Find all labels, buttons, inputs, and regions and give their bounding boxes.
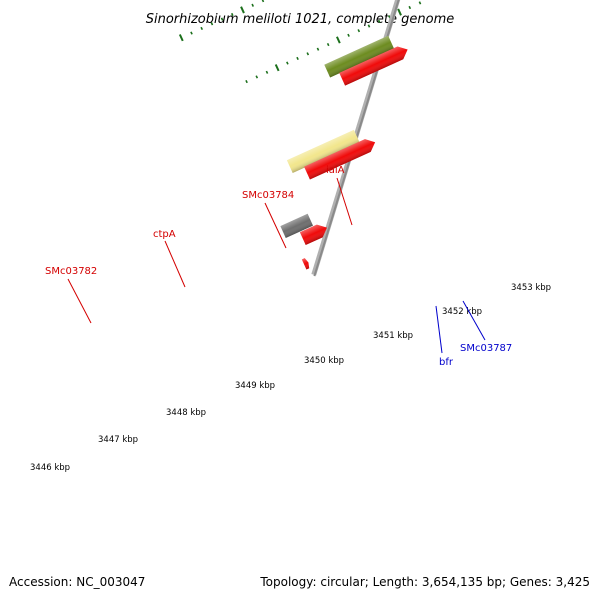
minor-tick [347,33,350,37]
cds-arrow-shading [339,46,408,86]
scale-label: 3446 kbp [30,463,70,473]
gene-label[interactable]: bfr [439,357,454,368]
gene-label[interactable]: SMc03787 [460,343,512,354]
label-leader-line [435,305,443,354]
minor-tick [306,52,310,56]
minor-tick [357,29,361,33]
minor-tick [230,12,234,17]
genome-backbone [311,0,509,277]
minor-tick [265,70,269,74]
gene-block-shading [280,213,313,238]
gene-block-ctpA-shading [324,35,394,78]
scale-label: 3452 kbp [442,307,482,317]
gene-features [280,35,408,270]
major-tick [274,64,280,72]
accession-text: Accession: NC_003047 [9,575,145,589]
scale-label: 3449 kbp [235,381,275,391]
label-leader-line [67,278,92,324]
major-tick [397,8,402,16]
cds-arrow-shading [301,258,310,270]
gene-label[interactable]: ialA [326,165,345,176]
label-leaders [67,177,486,354]
minor-tick [210,22,214,26]
minor-tick [367,24,371,28]
label-leader-line [164,240,186,288]
minor-tick [255,75,259,79]
scale-label: 3447 kbp [98,435,138,445]
scale-label: 3448 kbp [166,408,206,418]
minor-tick [418,1,422,5]
minor-tick [245,79,248,84]
minor-tick [200,26,204,31]
gene-labels: SMc03782 ctpA SMc03784 ialA bfr SMc03787 [45,165,512,368]
scale-labels: 3446 kbp 3447 kbp 3448 kbp 3449 kbp 3450 kbp… [30,283,551,473]
tick-marks [178,0,422,84]
gene-label[interactable]: SMc03784 [242,190,294,201]
minor-tick [190,31,193,35]
major-tick [178,34,184,42]
minor-tick [326,42,330,47]
label-leader-line [462,300,486,341]
scale-label: 3451 kbp [373,331,413,341]
cds-arrow-shading [299,224,328,246]
major-tick [240,6,245,14]
map-title: Sinorhizobium meliloti 1021, complete ge… [146,12,455,27]
scale-label: 3453 kbp [511,283,551,293]
gene-block-smc03782-shading [286,129,360,174]
cds-arrow-shading [304,139,376,180]
backbone-line [313,0,508,277]
gene-label[interactable]: SMc03782 [45,266,97,277]
minor-tick [220,17,224,21]
minor-tick [261,0,265,3]
minor-tick [316,47,320,51]
minor-tick [377,19,381,24]
gene-label[interactable]: ctpA [153,229,176,240]
minor-tick [408,5,412,10]
minor-tick [286,61,289,65]
genome-summary-text: Topology: circular; Length: 3,654,135 bp… [259,575,590,589]
label-leader-line [336,177,353,226]
minor-tick [251,3,255,7]
scale-label: 3450 kbp [304,356,344,366]
label-leader-line [264,202,287,249]
minor-tick [296,56,299,61]
major-tick [336,36,341,44]
